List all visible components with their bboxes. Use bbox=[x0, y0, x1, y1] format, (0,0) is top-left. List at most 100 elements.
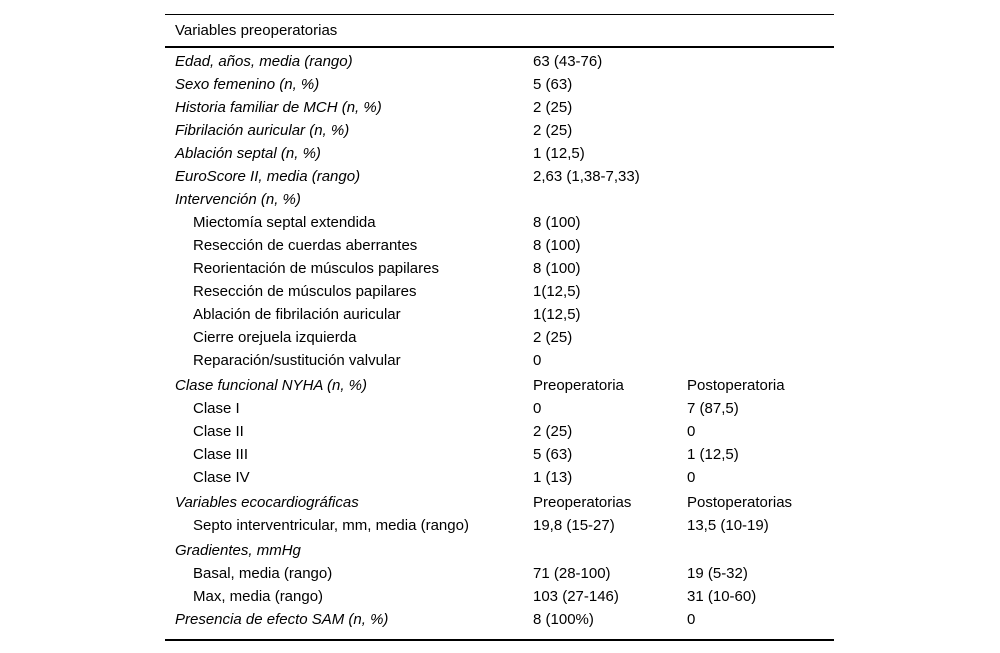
row-label: Clase funcional NYHA (n, %) bbox=[175, 377, 368, 394]
table-body: Edad, años, media (rango) 63 (43-76) Sexo … bbox=[165, 48, 834, 639]
row-value-1 bbox=[533, 188, 687, 211]
table-row: Ablación septal (n, %) 1 (12,5) bbox=[165, 142, 834, 165]
row-value-1 bbox=[533, 539, 687, 562]
table-row: Presencia de efecto SAM (n, %) 8 (100%) 0 bbox=[165, 608, 834, 631]
table-row: Max, media (rango) 103 (27-146) 31 (10-60) bbox=[165, 585, 834, 608]
row-value-1: 0 bbox=[533, 400, 542, 417]
row-value-2: Postoperatorias bbox=[687, 494, 793, 511]
table-row: Clase II 2 (25) 0 bbox=[165, 420, 834, 443]
row-value-1: 103 (27-146) bbox=[533, 588, 619, 605]
row-value-1: 2 (25) bbox=[533, 99, 573, 116]
row-label: Intervención (n, %) bbox=[175, 191, 301, 208]
row-value-1: 1(12,5) bbox=[533, 306, 581, 323]
row-label: EuroScore II, media (rango) bbox=[175, 168, 361, 185]
row-value-2 bbox=[687, 50, 834, 73]
row-value-1: Preoperatoria bbox=[533, 377, 624, 394]
table-row: Edad, años, media (rango) 63 (43-76) bbox=[165, 50, 834, 73]
row-label: Presencia de efecto SAM (n, %) bbox=[175, 611, 389, 628]
row-value-2: 7 (87,5) bbox=[687, 400, 739, 417]
row-value-1: 8 (100) bbox=[533, 214, 581, 231]
row-label: Clase IV bbox=[193, 469, 250, 486]
row-label: Cierre orejuela izquierda bbox=[193, 329, 357, 346]
row-label: Reparación/sustitución valvular bbox=[193, 352, 401, 369]
row-value-2 bbox=[687, 211, 834, 234]
row-label: Historia familiar de MCH (n, %) bbox=[175, 99, 382, 116]
row-value-2 bbox=[687, 539, 834, 562]
row-value-2: 0 bbox=[687, 611, 696, 628]
table-row: Cierre orejuela izquierda 2 (25) bbox=[165, 326, 834, 349]
row-label: Gradientes, mmHg bbox=[175, 542, 301, 559]
row-value-2 bbox=[687, 280, 834, 303]
table-row: Miectomía septal extendida 8 (100) bbox=[165, 211, 834, 234]
row-label: Septo interventricular, mm, media (rango… bbox=[193, 517, 469, 534]
row-value-1: 5 (63) bbox=[533, 76, 573, 93]
table-row: EuroScore II, media (rango) 2,63 (1,38-7,… bbox=[165, 165, 834, 188]
row-label: Clase II bbox=[193, 423, 244, 440]
table-row: Clase III 5 (63) 1 (12,5) bbox=[165, 443, 834, 466]
row-value-2 bbox=[687, 303, 834, 326]
table-row: Resección de músculos papilares 1(12,5) bbox=[165, 280, 834, 303]
row-value-1: 5 (63) bbox=[533, 446, 573, 463]
row-value-1: 0 bbox=[533, 352, 542, 369]
row-value-2: 19 (5-32) bbox=[687, 565, 748, 582]
row-label: Ablación septal (n, %) bbox=[175, 145, 321, 162]
table-row: Ablación de fibrilación auricular 1(12,5) bbox=[165, 303, 834, 326]
table-row: Resección de cuerdas aberrantes 8 (100) bbox=[165, 234, 834, 257]
table-row: Clase funcional NYHA (n, %) Preoperatoria… bbox=[165, 374, 834, 397]
row-value-1: 2 (25) bbox=[533, 122, 573, 139]
row-label: Clase III bbox=[193, 446, 249, 463]
row-label: Edad, años, media (rango) bbox=[175, 53, 353, 70]
row-value-2: 31 (10-60) bbox=[687, 588, 757, 605]
table-row: Reorientación de músculos papilares 8 (10… bbox=[165, 257, 834, 280]
row-value-2 bbox=[687, 165, 834, 188]
row-value-2: 0 bbox=[687, 469, 696, 486]
row-value-1: 1 (13) bbox=[533, 469, 573, 486]
row-value-2: 1 (12,5) bbox=[687, 446, 739, 463]
row-value-1: 8 (100) bbox=[533, 237, 581, 254]
row-value-1: 2,63 (1,38-7,33) bbox=[533, 168, 640, 185]
row-value-2: Postoperatoria bbox=[687, 377, 785, 394]
row-label: Clase I bbox=[193, 400, 240, 417]
row-label: Resección de cuerdas aberrantes bbox=[193, 237, 418, 254]
row-value-2 bbox=[687, 349, 834, 372]
table-row: Variables ecocardiográficas Preoperatoria… bbox=[165, 491, 834, 514]
row-value-2 bbox=[687, 234, 834, 257]
table-row: Historia familiar de MCH (n, %) 2 (25) bbox=[165, 96, 834, 119]
table-row: Gradientes, mmHg bbox=[165, 539, 834, 562]
row-label: Miectomía septal extendida bbox=[193, 214, 376, 231]
table-row: Reparación/sustitución valvular 0 bbox=[165, 349, 834, 372]
row-value-2 bbox=[687, 96, 834, 119]
table-row: Clase IV 1 (13) 0 bbox=[165, 466, 834, 489]
row-value-2: 13,5 (10-19) bbox=[687, 517, 769, 534]
row-value-1: 71 (28-100) bbox=[533, 565, 611, 582]
row-value-2: 0 bbox=[687, 423, 696, 440]
row-value-2 bbox=[687, 142, 834, 165]
row-label: Resección de músculos papilares bbox=[193, 283, 417, 300]
table-row: Intervención (n, %) bbox=[165, 188, 834, 211]
row-label: Basal, media (rango) bbox=[193, 565, 333, 582]
row-value-1: 1(12,5) bbox=[533, 283, 581, 300]
row-value-2 bbox=[687, 326, 834, 349]
table-row: Clase I 0 7 (87,5) bbox=[165, 397, 834, 420]
table-title: Variables preoperatorias bbox=[175, 22, 338, 39]
table-row: Sexo femenino (n, %) 5 (63) bbox=[165, 73, 834, 96]
row-value-2 bbox=[687, 188, 834, 211]
row-value-1: 19,8 (15-27) bbox=[533, 517, 615, 534]
row-value-1: 1 (12,5) bbox=[533, 145, 585, 162]
row-value-1: 63 (43-76) bbox=[533, 53, 603, 70]
row-label: Fibrilación auricular (n, %) bbox=[175, 122, 350, 139]
row-label: Sexo femenino (n, %) bbox=[175, 76, 320, 93]
row-label: Variables ecocardiográficas bbox=[175, 494, 359, 511]
row-label: Reorientación de músculos papilares bbox=[193, 260, 439, 277]
row-value-1: 8 (100%) bbox=[533, 611, 594, 628]
row-value-1: 8 (100) bbox=[533, 260, 581, 277]
row-value-2 bbox=[687, 119, 834, 142]
row-value-1: 2 (25) bbox=[533, 329, 573, 346]
table-row: Fibrilación auricular (n, %) 2 (25) bbox=[165, 119, 834, 142]
row-value-1: Preoperatorias bbox=[533, 494, 632, 511]
table-header-row: Variables preoperatorias bbox=[165, 15, 834, 48]
row-value-2 bbox=[687, 257, 834, 280]
row-label: Max, media (rango) bbox=[193, 588, 324, 605]
row-value-2 bbox=[687, 73, 834, 96]
clinical-variables-table: Variables preoperatorias Edad, años, med… bbox=[165, 14, 834, 641]
